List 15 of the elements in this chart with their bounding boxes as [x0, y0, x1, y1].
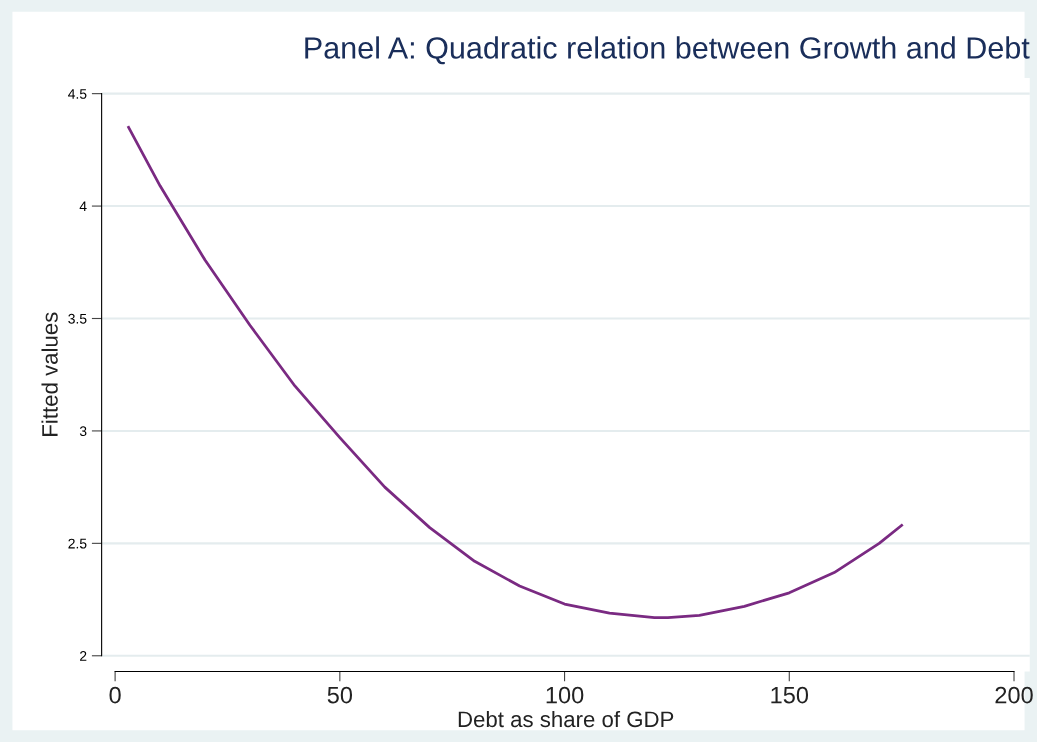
- y-tick-label: 4.5: [68, 89, 87, 99]
- y-axis-title: Fitted values: [41, 312, 58, 436]
- x-tick-label: 200: [995, 686, 1033, 704]
- y-tick-label: 2.5: [68, 538, 87, 549]
- x-tick-label: 150: [771, 686, 809, 704]
- line-series: [127, 125, 904, 619]
- y-tick-label: 3: [79, 426, 87, 437]
- y-tick-label: 2: [80, 651, 87, 661]
- x-axis-title: Debt as share of GDP: [458, 710, 674, 728]
- y-tick-label: 4: [79, 201, 87, 212]
- chart-title: Panel A: Quadratic relation between Growth and Debt: [305, 36, 1030, 65]
- y-tick-label: 3.5: [68, 313, 87, 324]
- x-tick-label: 0: [109, 686, 121, 704]
- x-tick-label: 100: [546, 686, 584, 704]
- x-tick-label: 50: [327, 686, 353, 704]
